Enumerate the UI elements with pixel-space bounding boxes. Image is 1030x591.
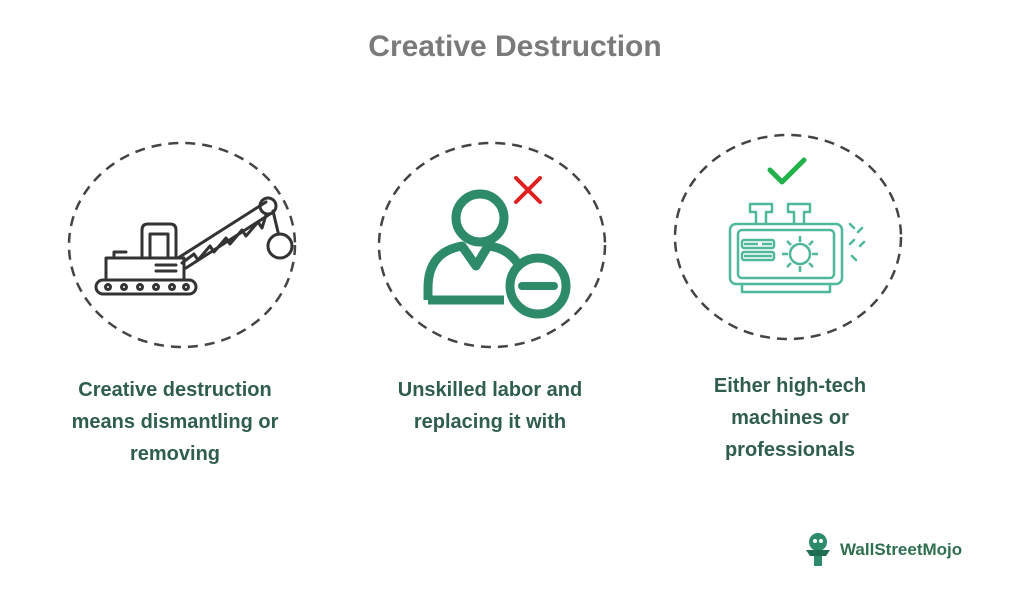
item-3-circle xyxy=(672,132,904,342)
item-3-caption-line1: Either high-tech xyxy=(713,375,867,397)
page-title: Creative Destruction xyxy=(368,30,662,63)
item-2-caption-line1: Unskilled labor and xyxy=(397,379,583,401)
remove-person-icon xyxy=(423,176,571,319)
checkmark-icon xyxy=(767,157,807,185)
item-3-caption: Either high-tech machines or professiona… xyxy=(660,370,920,466)
cross-icon xyxy=(514,176,542,204)
item-2-circle xyxy=(376,140,608,350)
brand-logo: WallStreetMojo xyxy=(800,530,962,570)
item-1-caption-line3: removing xyxy=(129,443,221,465)
machine-check-icon xyxy=(728,202,866,294)
crane-demolition-icon xyxy=(94,196,294,296)
item-2-caption-line2: replacing it with xyxy=(413,411,567,433)
item-3-caption-line2: machines or xyxy=(731,407,849,429)
item-1-circle xyxy=(66,140,298,350)
item-1-caption-line2: means dismantling or xyxy=(71,411,279,433)
brand-name: WallStreetMojo xyxy=(840,540,963,559)
wallstreetmojo-logo-icon xyxy=(806,533,830,566)
item-2-caption: Unskilled labor and replacing it with xyxy=(360,374,620,438)
item-1-caption-line1: Creative destruction xyxy=(78,379,272,401)
item-3-caption-line3: professionals xyxy=(724,439,856,461)
item-1-caption: Creative destruction means dismantling o… xyxy=(45,374,305,470)
